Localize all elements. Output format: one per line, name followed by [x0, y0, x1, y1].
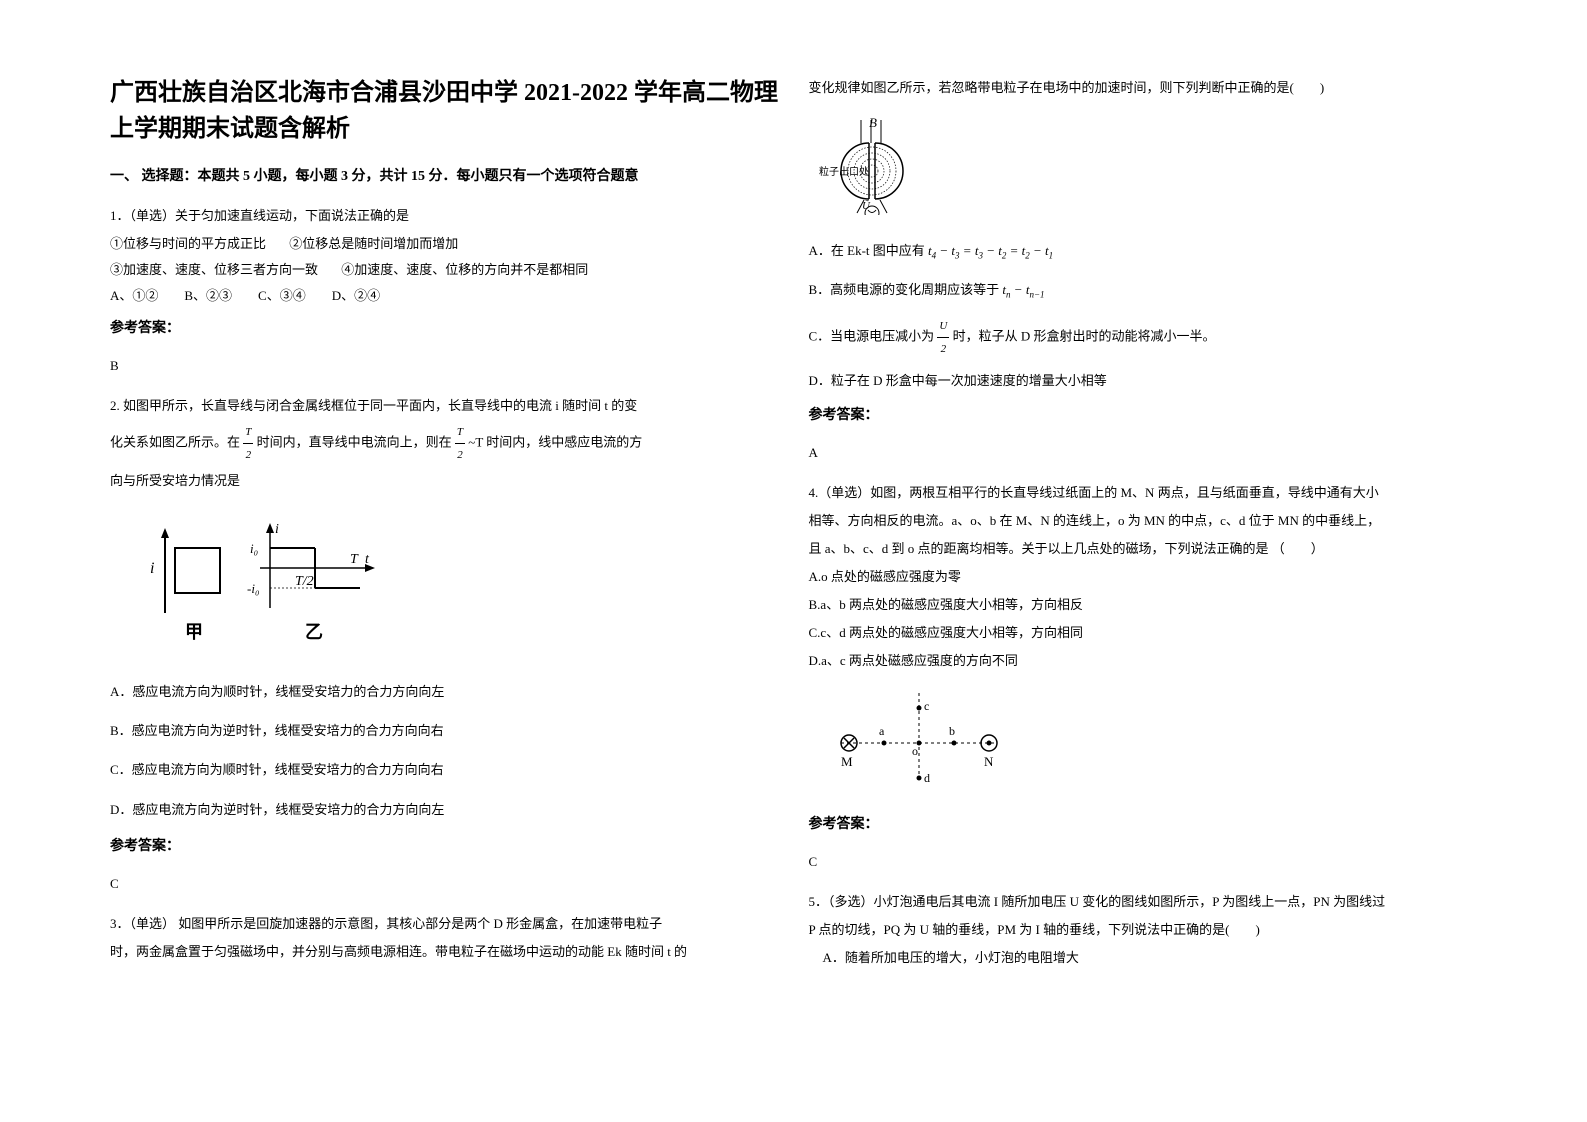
- svg-text:i: i: [275, 522, 279, 537]
- q2-stem2: 化关系如图乙所示。在 T2 时间内，直导线中电流向上，则在 T2 ~T 时间内，…: [110, 421, 779, 466]
- q1-answer-label: 参考答案：: [110, 315, 779, 343]
- svg-text:-i₀: -i₀: [247, 581, 259, 596]
- svg-text:a: a: [879, 724, 885, 738]
- q2-figure: i 甲 i i₀ -i₀ t T/2 T 乙: [150, 508, 779, 662]
- q5-stem1: 5．（多选）小灯泡通电后其电流 I 随所加电压 U 变化的图线如图所示，P 为图…: [809, 889, 1478, 915]
- q4-stem3: 且 a、b、c、d 到 o 点的距离均相等。关于以上几点处的磁场，下列说法正确的…: [809, 536, 1478, 562]
- q2-stem2b: 时间内，直导线中电流向上，则在: [257, 434, 455, 449]
- q2-stem2c: ~T 时间内，线中感应电流的方: [468, 434, 642, 449]
- question-2: 2. 如图甲所示，长直导线与闭合金属线框位于同一平面内，长直导线中的电流 i 随…: [110, 393, 779, 897]
- q2-optA: A．感应电流方向为顺时针，线框受安培力的合力方向向左: [110, 676, 779, 707]
- svg-text:粒子出口处: 粒子出口处: [819, 165, 869, 178]
- svg-text:M: M: [841, 754, 853, 769]
- q1-item3: ③加速度、速度、位移三者方向一致: [110, 257, 318, 283]
- q4-optB: B.a、b 两点处的磁感应强度大小相等，方向相反: [809, 592, 1478, 618]
- svg-text:d: d: [924, 771, 930, 785]
- q3-answer-label: 参考答案：: [809, 402, 1478, 430]
- q3-optC: C．当电源电压减小为 U2 时，粒子从 D 形盒射出时的动能将减小一半。: [809, 315, 1478, 360]
- svg-text:c: c: [924, 699, 929, 713]
- svg-text:i₀: i₀: [250, 541, 258, 556]
- q1-item2: ②位移总是随时间增加而增加: [289, 231, 458, 257]
- fraction-T-over-2-a: T2: [243, 421, 253, 466]
- fraction-T-over-2-b: T2: [455, 421, 465, 466]
- q1-item4: ④加速度、速度、位移的方向并不是都相同: [341, 257, 588, 283]
- question-5: 5．（多选）小灯泡通电后其电流 I 随所加电压 U 变化的图线如图所示，P 为图…: [809, 889, 1478, 971]
- q2-answer-label: 参考答案：: [110, 833, 779, 861]
- q3-stem2: 时，两金属盒置于匀强磁场中，并分别与高频电源相连。带电粒子在磁场中运动的动能 E…: [110, 939, 779, 965]
- question-1: 1．（单选）关于匀加速直线运动，下面说法正确的是 ①位移与时间的平方成正比 ②位…: [110, 203, 779, 379]
- q3-optB-formula: tn − tn−1: [1002, 282, 1044, 297]
- section-header: 一、 选择题：本题共 5 小题，每小题 3 分，共计 15 分．每小题只有一个选…: [110, 165, 779, 185]
- q2-answer: C: [110, 871, 779, 897]
- q3-optD: D．粒子在 D 形盒中每一次加速速度的增量大小相等: [809, 368, 1478, 394]
- q4-stem1: 4.（单选）如图，两根互相平行的长直导线过纸面上的 M、N 两点，且与纸面垂直，…: [809, 480, 1478, 506]
- question-3-start: 3．（单选） 如图甲所示是回旋加速器的示意图，其核心部分是两个 D 形金属盒，在…: [110, 911, 779, 965]
- q3-optA: A．在 Ek-t 图中应有 t4 − t3 = t3 − t2 = t2 − t…: [809, 238, 1478, 265]
- q3-optC-prefix: C．当电源电压减小为: [809, 329, 938, 344]
- q4-optA: A.o 点处的磁感应强度为零: [809, 564, 1478, 590]
- svg-text:t: t: [365, 552, 370, 567]
- svg-text:o: o: [912, 744, 918, 758]
- fraction-U-over-2: U2: [937, 315, 949, 360]
- q4-optD: D.a、c 两点处磁感应强度的方向不同: [809, 648, 1478, 674]
- q2-stem2a: 化关系如图乙所示。在: [110, 434, 243, 449]
- svg-text:T/2: T/2: [295, 574, 314, 589]
- q4-answer-label: 参考答案：: [809, 811, 1478, 839]
- q1-stem: 1．（单选）关于匀加速直线运动，下面说法正确的是: [110, 203, 779, 229]
- q1-items-row2: ③加速度、速度、位移三者方向一致 ④加速度、速度、位移的方向并不是都相同: [110, 257, 779, 283]
- q4-stem2: 相等、方向相反的电流。a、o、b 在 M、N 的连线上，o 为 MN 的中点，c…: [809, 508, 1478, 534]
- svg-text:乙: 乙: [305, 622, 323, 642]
- q3-optB-prefix: B．高频电源的变化周期应该等于: [809, 282, 1000, 297]
- svg-text:T: T: [350, 552, 359, 567]
- q4-figure: M N a o b c d: [829, 688, 1478, 797]
- q4-diagram-svg: M N a o b c d: [829, 688, 1014, 788]
- left-column: 广西壮族自治区北海市合浦县沙田中学 2021-2022 学年高二物理上学期期末试…: [95, 75, 794, 1082]
- page-title: 广西壮族自治区北海市合浦县沙田中学 2021-2022 学年高二物理上学期期末试…: [110, 75, 779, 147]
- q3-stem1: 3．（单选） 如图甲所示是回旋加速器的示意图，其核心部分是两个 D 形金属盒，在…: [110, 911, 779, 937]
- q3-figure: B 粒子出口处 Ũ: [819, 115, 1478, 224]
- q3-optB: B．高频电源的变化周期应该等于 tn − tn−1: [809, 277, 1478, 304]
- q1-answer: B: [110, 353, 779, 379]
- q3-optA-formula: t4 − t3 = t3 − t2 = t2 − t1: [928, 243, 1053, 258]
- q5-stem2: P 点的切线，PQ 为 U 轴的垂线，PM 为 I 轴的垂线，下列说法中正确的是…: [809, 917, 1478, 943]
- q2-stem3: 向与所受安培力情况是: [110, 468, 779, 494]
- q5-optA: A．随着所加电压的增大，小灯泡的电阻增大: [809, 945, 1478, 971]
- q2-optB: B．感应电流方向为逆时针，线框受安培力的合力方向向右: [110, 715, 779, 746]
- q2-optC: C．感应电流方向为顺时针，线框受安培力的合力方向向右: [110, 754, 779, 785]
- q1-items-row1: ①位移与时间的平方成正比 ②位移总是随时间增加而增加: [110, 231, 779, 257]
- q3-diagram-svg: B 粒子出口处 Ũ: [819, 115, 929, 215]
- q1-item1: ①位移与时间的平方成正比: [110, 231, 266, 257]
- svg-text:b: b: [949, 724, 955, 738]
- svg-text:Ũ: Ũ: [862, 200, 871, 212]
- question-3-cont: 变化规律如图乙所示，若忽略带电粒子在电场中的加速时间，则下列判断中正确的是( )…: [809, 75, 1478, 466]
- q2-optD: D．感应电流方向为逆时针，线框受安培力的合力方向向左: [110, 794, 779, 825]
- svg-text:N: N: [984, 754, 994, 769]
- q3-stem3: 变化规律如图乙所示，若忽略带电粒子在电场中的加速时间，则下列判断中正确的是( ): [809, 75, 1478, 101]
- q2-options: A．感应电流方向为顺时针，线框受安培力的合力方向向左 B．感应电流方向为逆时针，…: [110, 676, 779, 825]
- svg-text:甲: 甲: [185, 622, 203, 642]
- q3-answer: A: [809, 440, 1478, 466]
- right-column: 变化规律如图乙所示，若忽略带电粒子在电场中的加速时间，则下列判断中正确的是( )…: [794, 75, 1493, 1082]
- q2-stem1: 2. 如图甲所示，长直导线与闭合金属线框位于同一平面内，长直导线中的电流 i 随…: [110, 393, 779, 419]
- q4-answer: C: [809, 849, 1478, 875]
- q3-optC-suffix: 时，粒子从 D 形盒射出时的动能将减小一半。: [953, 329, 1216, 344]
- q2-diagram-svg: i 甲 i i₀ -i₀ t T/2 T 乙: [150, 508, 380, 653]
- question-4: 4.（单选）如图，两根互相平行的长直导线过纸面上的 M、N 两点，且与纸面垂直，…: [809, 480, 1478, 875]
- q1-options: A、①② B、②③ C、③④ D、②④: [110, 283, 779, 309]
- svg-text:i: i: [150, 560, 154, 577]
- q3-optA-prefix: A．在 Ek-t 图中应有: [809, 243, 925, 258]
- svg-text:B: B: [869, 115, 877, 130]
- q4-optC: C.c、d 两点处的磁感应强度大小相等，方向相同: [809, 620, 1478, 646]
